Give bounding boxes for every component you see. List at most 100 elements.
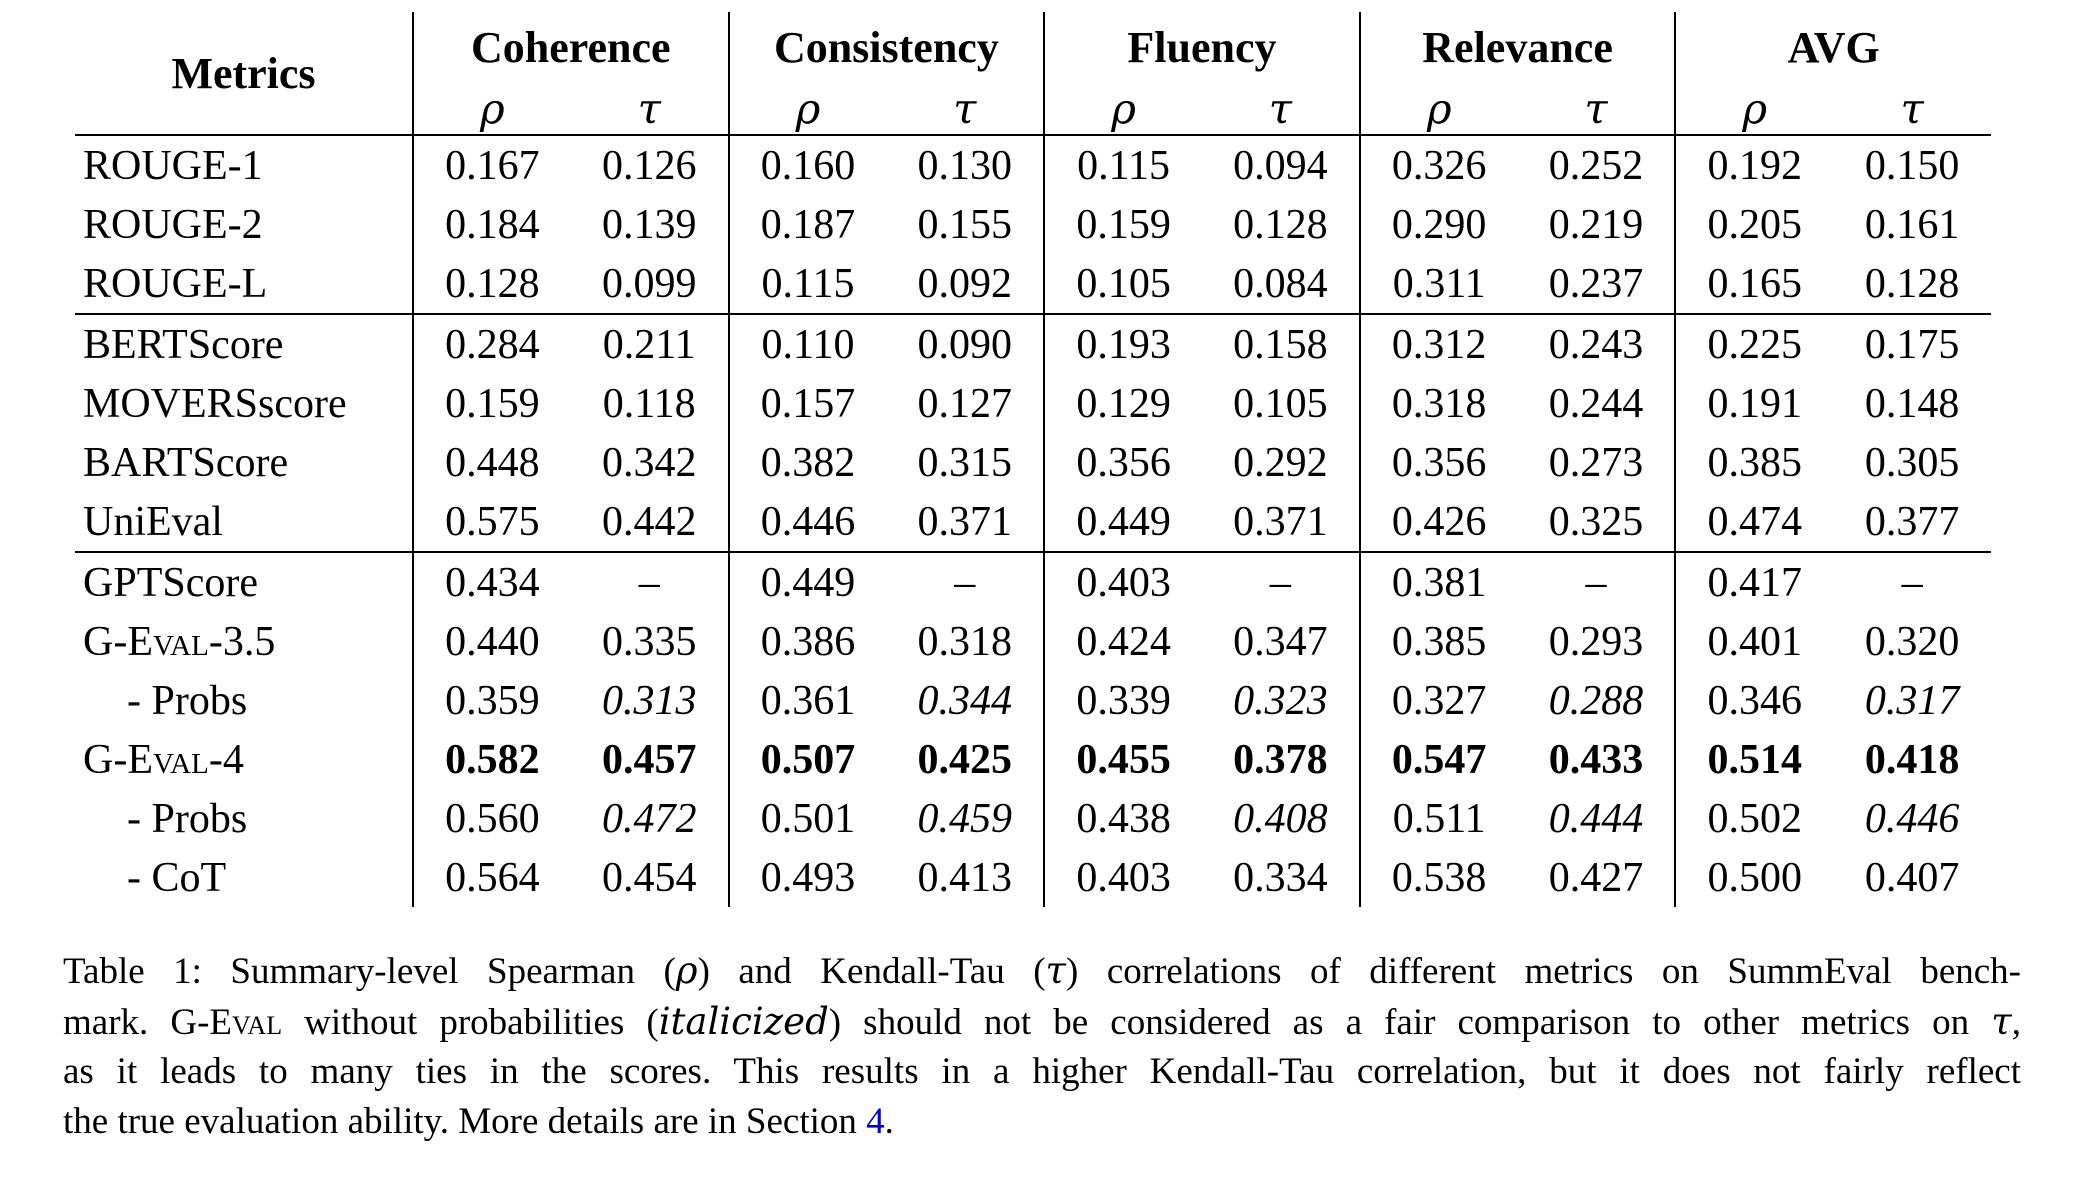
metric-name-cell: ROUGE-1 <box>83 142 263 189</box>
metric-name-cell: G-Eval-3.5 <box>83 618 276 665</box>
value-cell: 0.237 <box>1548 260 1644 307</box>
caption-text: τ <box>1045 949 1066 992</box>
value-cell: 0.371 <box>1233 498 1328 545</box>
metric-name-cell: ROUGE-L <box>83 260 268 307</box>
value-cell: 0.424 <box>1043 612 1202 671</box>
value-cell: – <box>1517 551 1676 612</box>
value-cell: 0.126 <box>601 142 697 189</box>
caption-text: Eval <box>209 1001 283 1043</box>
value-cell: 0.175 <box>1833 313 1991 374</box>
value-cell: 0.342 <box>601 439 697 486</box>
value-cell: 0.538 <box>1358 848 1518 907</box>
value-cell: 0.371 <box>917 498 1013 545</box>
value-cell: 0.129 <box>1043 374 1202 433</box>
value-cell: 0.564 <box>412 848 571 907</box>
value-cell: – <box>886 551 1045 612</box>
value-cell: 0.157 <box>727 374 887 433</box>
value-cell: 0.165 <box>1674 254 1834 314</box>
value-cell: 0.427 <box>1548 854 1644 901</box>
value-cell: 0.127 <box>917 380 1013 427</box>
metric-name-cell: - Probs <box>127 795 248 842</box>
paper-table: Metrics Coherence Consistency Fluency Relev… <box>75 12 1991 907</box>
metrics-column-header: Metrics <box>75 12 413 136</box>
value-cell: 0.356 <box>1358 433 1518 492</box>
value-cell: 0.418 <box>1864 736 1960 783</box>
table-row: G-Eval-4 0.582 0.457 0.507 0.425 0.455 0.378 0.… <box>75 730 1991 789</box>
tau-symbol: τ <box>1833 84 1991 136</box>
group-header-consistency: Consistency <box>727 12 1045 84</box>
value-cell: 0.327 <box>1358 671 1518 730</box>
tau-symbol: τ <box>1517 84 1676 136</box>
correlation-table: Metrics Coherence Consistency Fluency Relev… <box>75 12 1991 907</box>
value-cell: 0.403 <box>1043 551 1202 612</box>
value-cell: 0.167 <box>412 135 571 195</box>
rho-symbol: ρ <box>1674 84 1834 136</box>
value-cell: 0.426 <box>1358 492 1518 552</box>
value-cell: 0.474 <box>1674 492 1834 552</box>
value-cell: 0.110 <box>727 313 887 374</box>
value-cell: 0.148 <box>1864 380 1960 427</box>
value-cell: 0.438 <box>1043 789 1202 848</box>
value-cell: 0.293 <box>1548 618 1644 665</box>
metric-name-cell: GPTScore <box>75 551 413 612</box>
value-cell: 0.155 <box>917 201 1013 248</box>
table-row: - Probs 0.359 0.313 0.361 0.344 0.339 0.323 0.3… <box>75 671 1991 730</box>
table-row: ROUGE-1 0.167 0.126 0.160 0.130 0.115 0.094 0.3… <box>75 135 1991 195</box>
value-cell: 0.320 <box>1864 618 1960 665</box>
value-cell: 0.326 <box>1358 135 1518 195</box>
value-cell: 0.335 <box>601 618 697 665</box>
value-cell: 0.454 <box>601 854 697 901</box>
caption-line: as it leads to many ties in the scores. … <box>63 1047 2021 1097</box>
value-cell: 0.457 <box>601 736 697 783</box>
value-cell: 0.211 <box>570 313 729 374</box>
caption-text: Table 1: Summary-level Spearman ( <box>63 951 676 992</box>
value-cell: 0.128 <box>412 254 571 314</box>
value-cell: 0.511 <box>1358 789 1518 848</box>
table-row: GPTScore 0.434–0.449–0.403–0.381–0.417– <box>75 551 1991 612</box>
value-cell: 0.377 <box>1864 498 1960 545</box>
rho-symbol: ρ <box>1358 84 1518 136</box>
value-cell: 0.507 <box>727 730 887 789</box>
value-cell: 0.193 <box>1043 313 1202 374</box>
value-cell: 0.403 <box>1043 848 1202 907</box>
value-cell: 0.433 <box>1548 736 1644 783</box>
value-cell: – <box>570 551 729 612</box>
value-cell: 0.105 <box>1043 254 1202 314</box>
value-cell: 0.385 <box>1674 433 1834 492</box>
value-cell: 0.205 <box>1674 195 1834 254</box>
caption-text: τ <box>1991 999 2012 1043</box>
caption-text: the true evaluation ability. More detail… <box>63 1100 867 1142</box>
value-cell: 0.449 <box>1043 492 1202 552</box>
caption-text: italicized <box>658 999 829 1043</box>
rho-symbol: ρ <box>1043 84 1202 136</box>
value-cell: 0.292 <box>1233 439 1328 486</box>
value-cell: 0.347 <box>1233 618 1328 665</box>
value-cell: 0.407 <box>1864 854 1960 901</box>
group-header-avg: AVG <box>1674 12 1991 84</box>
value-cell: 0.090 <box>886 313 1045 374</box>
value-cell: 0.092 <box>917 260 1013 307</box>
value-cell: 0.305 <box>1864 439 1960 486</box>
table-row: - Probs 0.560 0.472 0.501 0.459 0.438 0.408 0.5… <box>75 789 1991 848</box>
value-cell: 0.472 <box>601 795 697 842</box>
value-cell: 0.187 <box>727 195 887 254</box>
value-cell: 0.361 <box>727 671 887 730</box>
table-body: ROUGE-1 0.167 0.126 0.160 0.130 0.115 0.094 0.3… <box>75 135 1991 907</box>
value-cell: 0.311 <box>1358 254 1518 314</box>
value-cell: 0.575 <box>412 492 571 552</box>
value-cell: 0.356 <box>1043 433 1202 492</box>
value-cell: 0.446 <box>727 492 887 552</box>
section-4-link[interactable]: 4 <box>866 1100 885 1142</box>
value-cell: 0.385 <box>1358 612 1518 671</box>
value-cell: 0.158 <box>1201 313 1360 374</box>
caption-line: mark. G-Eval without probabilities (ital… <box>63 997 2021 1048</box>
value-cell: 0.191 <box>1674 374 1834 433</box>
metric-name-cell: MOVERSscore <box>83 380 347 427</box>
rho-symbol: ρ <box>412 84 571 136</box>
value-cell: 0.323 <box>1233 677 1328 724</box>
caption-text: ) and Kendall-Tau ( <box>697 951 1046 992</box>
value-cell: 0.346 <box>1674 671 1834 730</box>
metric-name-cell: UniEval <box>83 498 223 545</box>
value-cell: 0.243 <box>1517 313 1676 374</box>
rho-symbol: ρ <box>727 84 887 136</box>
